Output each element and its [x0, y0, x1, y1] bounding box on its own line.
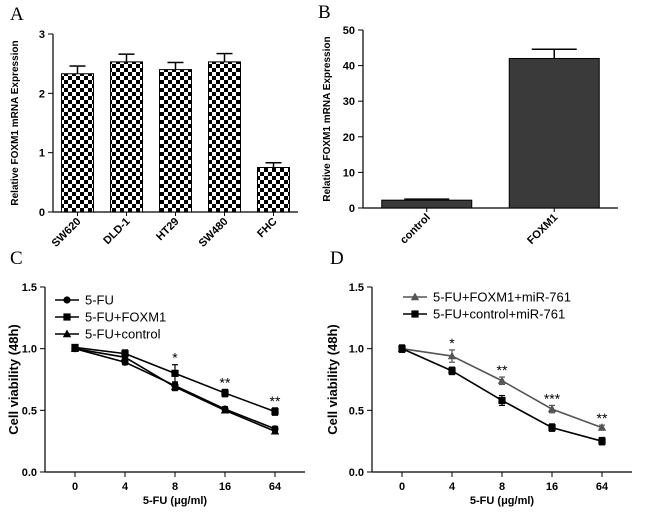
x-tick-label: 0	[399, 481, 405, 493]
point-marker	[271, 407, 279, 416]
series-line	[401, 347, 603, 429]
panel-b: B 0 10 20 30 40 50 Relative FOXM1 mRNA Expressi…	[318, 2, 618, 247]
y-tick-label: 20	[343, 132, 355, 144]
y-tick-label: 0.0	[22, 467, 37, 479]
point-marker	[170, 382, 180, 391]
y-tick-label: 1	[39, 148, 45, 160]
point-marker	[410, 292, 420, 301]
y-tick-label: 0.5	[22, 405, 37, 417]
x-axis-title: 5-FU (μg/ml)	[143, 495, 208, 507]
panel-letter: D	[330, 248, 344, 269]
y-tick-label: 0	[349, 203, 355, 215]
significance-marker: *	[449, 335, 455, 351]
y-tick-label: 0.5	[349, 405, 364, 417]
bar	[508, 57, 600, 209]
x-tick-label: SW480	[197, 216, 231, 250]
point-marker	[221, 389, 229, 397]
y-tick-label: 10	[343, 167, 355, 179]
x-tick-label: 8	[499, 481, 505, 493]
bar	[159, 69, 192, 213]
x-tick-label: SW620	[50, 216, 84, 250]
bar	[110, 61, 143, 213]
significance-marker: **	[497, 362, 508, 378]
point-marker	[70, 344, 80, 352]
x-tick-label: 0	[72, 481, 78, 493]
panel-letter: C	[10, 248, 23, 269]
point-marker	[448, 367, 456, 375]
point-marker	[398, 345, 406, 353]
bar	[61, 73, 94, 213]
y-tick-label: 0	[39, 207, 45, 219]
x-tick-label: FOXM1	[525, 212, 560, 247]
x-tick-label: 8	[172, 481, 178, 493]
point-marker	[547, 404, 557, 413]
y-tick-label: 1.5	[22, 282, 37, 294]
y-tick-label: 2	[39, 88, 45, 100]
point-marker	[62, 329, 72, 338]
point-marker	[270, 426, 280, 435]
y-tick-label: 1.0	[22, 344, 37, 356]
point-marker	[597, 423, 607, 431]
y-axis-title: Cell viability (48h)	[325, 324, 340, 435]
point-marker	[171, 369, 179, 377]
x-tick-label: 16	[546, 481, 558, 493]
point-marker	[497, 376, 507, 384]
point-marker	[411, 310, 419, 318]
x-tick-label: 64	[269, 481, 282, 493]
point-marker	[498, 396, 506, 405]
y-axis-title: Relative FOXM1 mRNA Expression	[10, 40, 21, 205]
panel-c: C 0.0 0.5 1.0 1.5 Cell viability (48h) 0 4 8 16 64…	[6, 248, 305, 507]
significance-marker: **	[270, 393, 281, 409]
point-marker	[220, 405, 230, 414]
y-tick-label: 1.5	[349, 282, 364, 294]
y-axis-title: Relative FOXM1 mRNA Expression	[322, 36, 333, 201]
significance-marker: **	[597, 410, 608, 426]
point-marker	[598, 437, 606, 445]
legend-label: 5-FU+FOXM1	[85, 310, 166, 325]
point-marker	[447, 351, 457, 360]
point-marker	[63, 296, 71, 304]
x-tick-label: control	[398, 212, 433, 247]
point-marker	[63, 313, 71, 321]
x-tick-label: DLD-1	[101, 216, 132, 247]
x-tick-label: 16	[219, 481, 231, 493]
x-tick-label: 64	[596, 481, 609, 493]
x-tick-label: 4	[122, 481, 129, 493]
panel-a: A 0 1 2 3 Relative FOXM1 mRNA Expression SW620…	[10, 4, 298, 250]
significance-marker: ***	[544, 390, 561, 406]
point-marker	[548, 424, 556, 432]
panel-letter: A	[10, 4, 24, 25]
y-tick-label: 1.0	[349, 344, 364, 356]
legend-label: 5-FU	[85, 293, 114, 308]
bar	[381, 199, 473, 209]
legend-label: 5-FU+control	[85, 327, 161, 342]
y-axis-title: Cell viability (48h)	[6, 324, 21, 435]
y-tick-label: 40	[343, 61, 355, 73]
y-tick-label: 3	[39, 29, 45, 41]
x-tick-label: FHC	[255, 216, 280, 241]
y-tick-label: 30	[343, 96, 355, 108]
bar	[208, 61, 241, 213]
legend-label: 5-FU+control+miR-761	[433, 307, 565, 322]
panel-d: D 0.0 0.5 1.0 1.5 Cell viability (48h) 0 4 8 16 64…	[325, 248, 632, 507]
bar	[257, 167, 290, 213]
panel-letter: B	[318, 2, 331, 23]
legend-label: 5-FU+FOXM1+miR-761	[433, 290, 571, 305]
significance-marker: *	[172, 350, 178, 366]
x-axis-title: 5-FU (μg/ml)	[470, 495, 535, 507]
point-marker	[120, 352, 130, 361]
y-tick-label: 0.0	[349, 467, 364, 479]
y-tick-label: 50	[343, 25, 355, 37]
x-tick-label: 4	[449, 481, 456, 493]
significance-marker: **	[220, 374, 231, 390]
x-tick-label: HT29	[154, 216, 182, 244]
